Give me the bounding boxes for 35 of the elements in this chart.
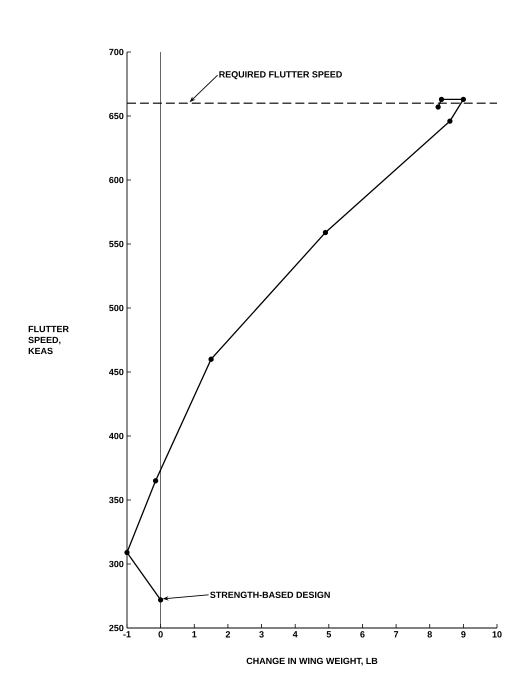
y-tick-label: 550 [109, 240, 124, 248]
y-tick-label: 250 [109, 624, 124, 632]
point [447, 118, 453, 124]
x-tick-label: 4 [292, 631, 298, 638]
y-axis-title: FLUTTER SPEED, KEAS [28, 326, 69, 354]
y-tick-label: 700 [109, 48, 124, 56]
point [436, 104, 441, 110]
y-tick-label: 350 [109, 496, 124, 504]
point [124, 550, 130, 556]
point [208, 356, 214, 362]
x-tick-label: 8 [428, 631, 432, 638]
x-tick-label: 9 [461, 631, 466, 638]
x-tick-label: 5 [326, 631, 332, 638]
x-tick-label: 7 [394, 631, 398, 638]
annotation: STRENGTH-BASED DESIGN [210, 592, 330, 598]
x-tick-label: -1 [123, 631, 131, 638]
point [438, 96, 444, 102]
y-tick-label: 400 [108, 432, 124, 440]
y-tick-label: 500 [109, 304, 124, 312]
point [322, 230, 328, 236]
x-tick-label: 2 [226, 631, 230, 638]
annotation: REQUIRED FLUTTER SPEED [219, 71, 342, 80]
x-tick-label: 0 [158, 631, 163, 638]
y-tick-label: 650 [109, 112, 124, 120]
point [158, 597, 164, 602]
x-tick-label: 3 [259, 631, 264, 638]
x-tick-label: 6 [360, 631, 365, 638]
x-axis-title: CHANGE IN WING WEIGHT, LB [246, 658, 378, 666]
point [152, 478, 158, 484]
y-tick-label: 300 [109, 560, 124, 568]
point [460, 96, 466, 102]
y-tick-label: 450 [108, 368, 124, 376]
x-tick-label: 1 [192, 631, 197, 638]
y-tick-label: 600 [109, 176, 124, 184]
x-tick-label: 10 [492, 631, 502, 638]
